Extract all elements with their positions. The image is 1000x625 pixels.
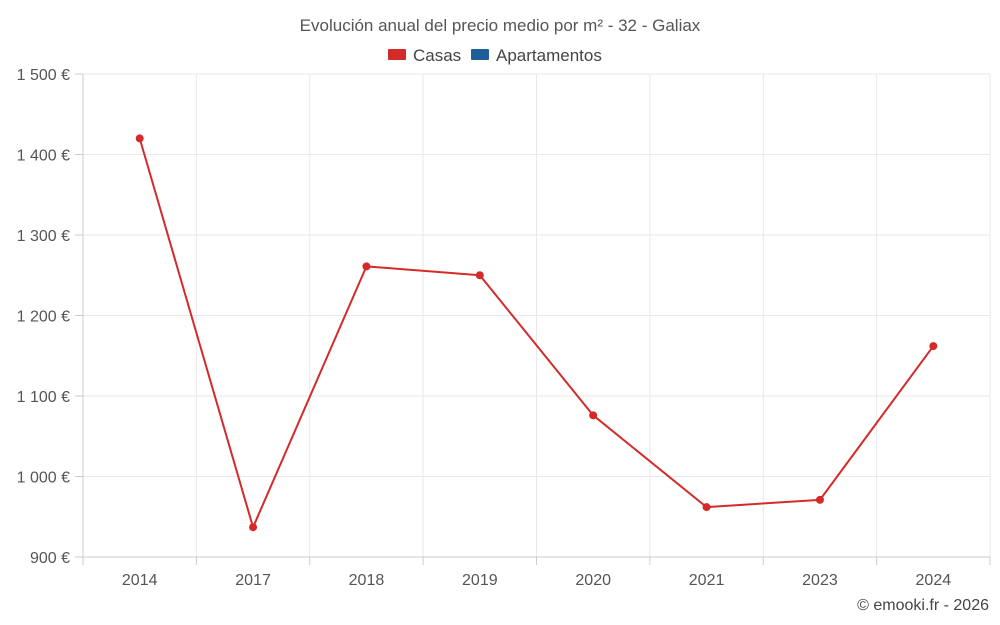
legend-label-casas[interactable]: Casas bbox=[413, 46, 461, 65]
credit-text[interactable]: © emooki.fr - 2026 bbox=[857, 597, 989, 614]
y-tick-label: 1 100 € bbox=[17, 389, 70, 406]
legend-swatch-casas bbox=[388, 49, 406, 60]
y-tick-label: 1 300 € bbox=[17, 228, 70, 245]
y-tick-label: 1 500 € bbox=[17, 67, 70, 84]
series-points bbox=[135, 134, 938, 532]
legend: Casas Apartamentos bbox=[388, 46, 602, 65]
x-tick-label: 2024 bbox=[916, 572, 952, 589]
data-point-casas[interactable] bbox=[249, 523, 258, 532]
x-tick-label: 2023 bbox=[802, 572, 838, 589]
x-tick-label: 2018 bbox=[349, 572, 385, 589]
data-point-casas[interactable] bbox=[362, 262, 371, 271]
x-tick-label: 2014 bbox=[122, 572, 158, 589]
x-tick-label: 2019 bbox=[462, 572, 498, 589]
series-line-casas bbox=[138, 138, 935, 529]
y-tick-label: 1 200 € bbox=[17, 309, 70, 326]
data-point-casas[interactable] bbox=[929, 342, 938, 351]
x-axis-labels: 2014 2017 2018 2019 2020 2021 2023 2024 bbox=[122, 572, 951, 589]
series-lines bbox=[138, 138, 935, 529]
legend-swatch-apartamentos bbox=[471, 49, 489, 60]
x-tick-label: 2021 bbox=[689, 572, 725, 589]
x-tick-label: 2017 bbox=[235, 572, 271, 589]
y-grid bbox=[75, 73, 990, 558]
y-axis-labels: 900 € 1 000 € 1 100 € 1 200 € 1 300 € 1 400 €… bbox=[17, 67, 70, 567]
data-point-casas[interactable] bbox=[702, 503, 711, 512]
data-point-casas[interactable] bbox=[475, 271, 484, 280]
data-point-casas[interactable] bbox=[815, 495, 824, 504]
y-tick-label: 1 000 € bbox=[17, 470, 70, 487]
legend-label-apartamentos[interactable]: Apartamentos bbox=[496, 46, 602, 65]
x-grid bbox=[82, 74, 991, 565]
y-tick-label: 900 € bbox=[30, 550, 70, 567]
x-tick-label: 2020 bbox=[575, 572, 611, 589]
chart-title: Evolución anual del precio medio por m² … bbox=[300, 16, 701, 35]
axes bbox=[82, 74, 990, 558]
data-point-casas[interactable] bbox=[135, 134, 144, 143]
y-tick-label: 1 400 € bbox=[17, 148, 70, 165]
data-point-casas[interactable] bbox=[589, 411, 598, 420]
